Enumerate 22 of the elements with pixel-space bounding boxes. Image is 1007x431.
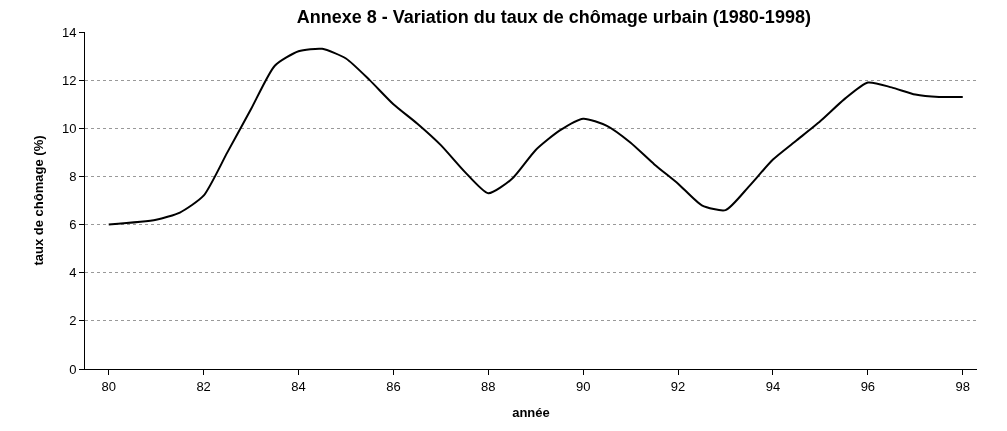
- y-tick-label: 14: [61, 24, 77, 40]
- x-tick-label: 92: [670, 378, 686, 394]
- x-tick-label: 96: [860, 378, 876, 394]
- x-axis-title: année: [512, 405, 550, 421]
- x-tick-label: 98: [955, 378, 970, 394]
- y-tick-label: 4: [69, 265, 77, 281]
- line-series: [107, 47, 964, 226]
- chart-title: Annexe 8 - Variation du taux de chômage urbain (1980-1998): [296, 7, 811, 28]
- y-tick-label: 2: [69, 313, 77, 329]
- x-tick-label: 88: [481, 378, 496, 394]
- y-tick-label: 8: [69, 168, 77, 184]
- x-tick-label: 84: [291, 378, 306, 394]
- y-axis-title: taux de chômage (%): [30, 135, 46, 266]
- y-tick-label: 0: [69, 361, 77, 377]
- x-tick-label: 80: [101, 378, 116, 394]
- x-tick-label: 82: [196, 378, 211, 394]
- y-tick-label: 6: [69, 217, 77, 233]
- x-tick-label: 90: [575, 378, 591, 394]
- y-tick-label: 10: [61, 120, 77, 136]
- y-tick-label: 12: [61, 72, 77, 88]
- x-tick-label: 86: [386, 378, 401, 394]
- x-tick-label: 94: [765, 378, 781, 394]
